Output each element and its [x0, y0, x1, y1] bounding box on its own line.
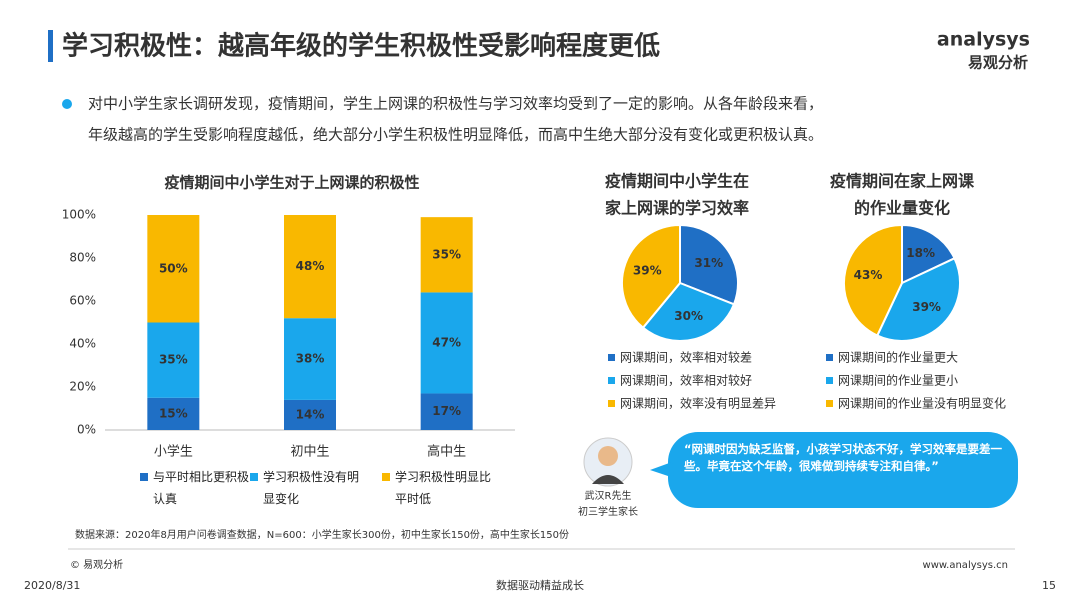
logo-cn: 易观分析 [968, 54, 1028, 72]
avatar-face [598, 446, 618, 466]
y-tick-label: 0% [77, 423, 96, 437]
legend-label: 网课期间的作业量没有明显变化 [838, 396, 1006, 411]
slogan: 数据驱动精益成长 [496, 578, 584, 592]
legend-swatch [826, 377, 833, 384]
bar-segment [284, 215, 336, 319]
legend-label: 学习积极性没有明显变化 [263, 470, 360, 506]
y-tick-label: 80% [69, 251, 96, 265]
chart-title: 家上网课的学习效率 [605, 199, 749, 218]
legend-swatch [608, 354, 615, 361]
bar-segment [284, 318, 336, 400]
pie-slice [621, 223, 681, 330]
value-label: 39% [912, 300, 941, 314]
pie-slice [641, 281, 736, 342]
value-label: 48% [296, 259, 325, 273]
summary-line: 年级越高的学生受影响程度越低，绝大部分小学生积极性明显降低，而高中生绝大部分没有… [88, 126, 823, 144]
slide-title: 学习积极性：越高年级的学生积极性受影响程度更低 [62, 31, 660, 62]
page-number: 15 [1042, 579, 1056, 592]
person-role: 初三学生家长 [578, 505, 638, 518]
source: 数据来源：2020年8月用户问卷调查数据，N=600：小学生家长300份，初中生… [75, 528, 569, 541]
chart-title: 疫情期间中小学生对于上网课的积极性 [164, 174, 419, 192]
legend-swatch [826, 400, 833, 407]
quote-tail [650, 462, 674, 478]
chart-title: 疫情期间中小学生在 [605, 172, 749, 191]
chart-title: 的作业量变化 [854, 199, 950, 218]
quote-text: “网课时因为缺乏监督，小孩学习状态不好，学习效率是要差一些。毕竟在这个年龄，很难… [684, 442, 1003, 473]
value-label: 35% [432, 247, 461, 261]
legend-label: 网课期间，效率相对较差 [620, 350, 752, 365]
website: www.analysys.cn [923, 560, 1008, 571]
value-label: 47% [432, 335, 461, 349]
bar-segment [147, 397, 200, 430]
value-label: 14% [296, 407, 325, 421]
value-label: 39% [633, 264, 662, 278]
y-tick-label: 100% [62, 208, 96, 222]
x-tick-label: 高中生 [427, 444, 466, 460]
value-label: 17% [432, 404, 461, 418]
value-label: 18% [906, 246, 935, 260]
y-tick-label: 60% [69, 294, 96, 308]
legend-label: 与平时相比更积极认真 [153, 470, 250, 506]
quote-bubble [668, 432, 1018, 508]
x-tick-label: 小学生 [154, 444, 193, 460]
y-tick-label: 20% [69, 380, 96, 394]
summary-line: 对中小学生家长调研发现，疫情期间，学生上网课的积极性与学习效率均受到了一定的影响… [88, 95, 823, 113]
chart-title: 疫情期间在家上网课 [830, 172, 975, 191]
value-label: 30% [674, 309, 703, 323]
bar-segment [147, 322, 200, 398]
value-label: 15% [159, 406, 188, 420]
title-bar [48, 30, 53, 62]
logo-en: analysys [937, 29, 1030, 51]
legend-label: 网课期间，效率相对较好 [620, 373, 752, 388]
pie-slice [901, 223, 956, 285]
bullet [62, 99, 72, 109]
bar-segment [284, 399, 336, 430]
avatar-body [592, 475, 624, 484]
date: 2020/8/31 [24, 579, 80, 592]
y-tick-label: 40% [69, 337, 96, 351]
copyright: © 易观分析 [70, 558, 123, 571]
bar-segment [420, 292, 473, 394]
value-label: 50% [159, 261, 188, 275]
bar-segment [420, 393, 473, 430]
bar-segment [147, 215, 200, 323]
value-label: 31% [694, 256, 723, 270]
legend-swatch [250, 473, 258, 481]
legend-swatch [382, 473, 390, 481]
value-label: 43% [854, 268, 883, 282]
pie-slice [875, 256, 961, 342]
legend-label: 网课期间的作业量更大 [838, 350, 958, 365]
value-label: 35% [159, 353, 188, 367]
legend-label: 学习积极性明显比平时低 [395, 470, 492, 506]
pie-slice [843, 223, 903, 337]
value-label: 38% [296, 352, 325, 366]
person-name: 武汉R先生 [585, 489, 632, 502]
legend-swatch [608, 377, 615, 384]
legend-swatch [608, 400, 615, 407]
legend-swatch [140, 473, 148, 481]
legend-swatch [826, 354, 833, 361]
x-tick-label: 初中生 [290, 445, 329, 460]
bar-segment [420, 217, 473, 293]
pie-slice [679, 223, 739, 306]
legend-label: 网课期间的作业量更小 [838, 373, 958, 388]
legend-label: 网课期间，效率没有明显差异 [620, 396, 776, 411]
